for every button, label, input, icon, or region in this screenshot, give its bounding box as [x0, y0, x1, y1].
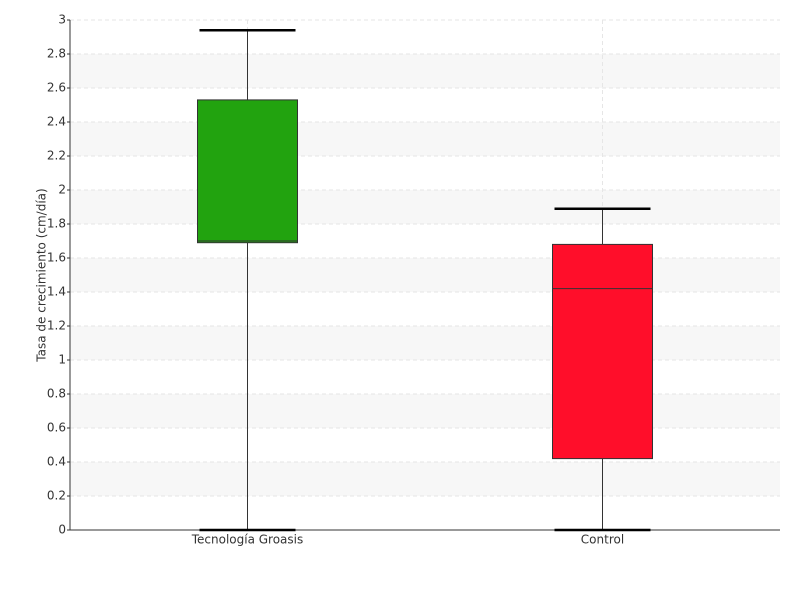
y-tick-label: 3: [58, 13, 66, 27]
y-tick-label: 1.6: [47, 251, 66, 265]
y-axis-label: Tasa de crecimiento (cm/día): [35, 188, 49, 362]
y-tick-label: 0.2: [47, 489, 66, 503]
y-tick-label: 2.6: [47, 81, 66, 95]
grid-band: [70, 326, 780, 360]
y-tick-label: 0: [58, 523, 66, 537]
box: [197, 99, 298, 244]
y-tick-label: 1: [58, 353, 66, 367]
y-tick-label: 2.2: [47, 149, 66, 163]
box: [552, 243, 653, 460]
y-tick-label: 1.2: [47, 319, 66, 333]
y-tick-label: 0.8: [47, 387, 66, 401]
y-tick-label: 1.4: [47, 285, 66, 299]
grid-band: [70, 54, 780, 88]
y-tick-label: 0.6: [47, 421, 66, 435]
y-tick-label: 1.8: [47, 217, 66, 231]
y-tick-label: 2.4: [47, 115, 66, 129]
grid-band: [70, 258, 780, 292]
grid-band: [70, 190, 780, 224]
y-tick-label: 2: [58, 183, 66, 197]
x-tick-label: Tecnología Groasis: [191, 533, 304, 547]
grid-band: [70, 122, 780, 156]
grid-band: [70, 462, 780, 496]
y-tick-label: 0.4: [47, 455, 66, 469]
x-tick-label: Control: [581, 533, 624, 547]
grid-band: [70, 394, 780, 428]
y-tick-label: 2.8: [47, 47, 66, 61]
